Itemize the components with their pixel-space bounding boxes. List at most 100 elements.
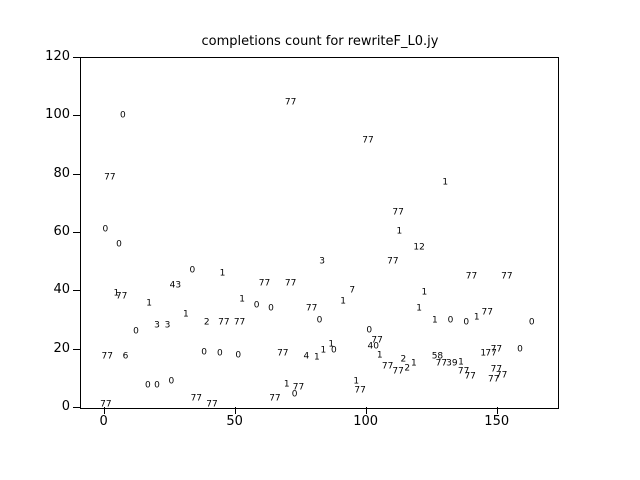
data-point-label: 0 xyxy=(291,389,298,400)
x-tick-mark xyxy=(234,407,236,414)
y-tick-label: 0 xyxy=(61,399,70,414)
data-point-label: 77 xyxy=(101,351,113,362)
x-tick-mark xyxy=(103,407,105,414)
data-point-label: 1 xyxy=(113,288,120,299)
data-point-label: 77 xyxy=(387,256,399,267)
data-point-label: 77 xyxy=(485,348,497,359)
y-tick-mark xyxy=(73,173,80,175)
data-point-label: 43 xyxy=(169,280,182,290)
data-point-label: 0 xyxy=(154,380,160,391)
data-point-label: 77 xyxy=(457,366,470,377)
x-tick-label: 0 xyxy=(99,414,108,429)
data-point-label: 0 xyxy=(168,376,175,387)
y-tick-mark xyxy=(73,57,80,58)
data-point-label: 4 xyxy=(303,351,310,362)
data-point-label: 77 xyxy=(381,361,394,372)
data-point-label: 0 xyxy=(217,348,223,359)
data-point-label: 1 xyxy=(376,350,383,360)
data-point-label: 0 xyxy=(133,326,139,337)
data-point-label: 77 xyxy=(277,348,289,359)
data-point-label: 0 xyxy=(268,303,274,314)
data-point-label: 77 xyxy=(284,278,297,289)
data-point-label: 3 xyxy=(154,320,160,331)
data-point-label: 77 xyxy=(490,344,503,355)
data-point-label: 1 xyxy=(328,339,335,350)
data-point-label: 2 xyxy=(400,354,407,365)
x-tick-label: 50 xyxy=(226,414,243,429)
data-point-label: 1 xyxy=(353,376,360,387)
data-point-label: 0 xyxy=(253,300,260,311)
data-point-label: 40 xyxy=(367,341,379,352)
x-tick-label: 150 xyxy=(484,414,510,429)
data-point-label: 0 xyxy=(528,317,535,328)
data-point-label: 1 xyxy=(458,357,464,368)
y-tick-label: 120 xyxy=(45,49,70,64)
data-point-label: 1 xyxy=(283,379,290,390)
data-point-label: 7 xyxy=(349,285,356,296)
data-point-label: 1 xyxy=(219,268,226,279)
data-point-label: 77 xyxy=(305,303,318,314)
data-point-label: 1 xyxy=(239,294,246,305)
data-point-label: 0 xyxy=(144,380,151,391)
data-point-label: 0 xyxy=(189,265,196,276)
data-point-label: 0 xyxy=(201,347,208,358)
data-point-label: 0 xyxy=(463,317,470,328)
data-point-label: 1 xyxy=(340,296,346,307)
data-point-label: 1 xyxy=(146,298,153,309)
y-tick-label: 40 xyxy=(53,282,70,298)
data-point-label: 2 xyxy=(404,363,411,374)
data-point-label: 77 xyxy=(354,385,366,395)
data-point-label: 77 xyxy=(392,366,404,377)
data-point-label: 77 xyxy=(465,271,478,282)
y-tick-mark xyxy=(73,290,80,292)
plot-area: 0 77 77 77 1 0 77 0 6 0 0 1 0 3 3 0 43 1 0 77 0 2 77 0 1 77 0 77 1 0 7… xyxy=(80,57,559,409)
data-point-label: 77 xyxy=(115,291,128,302)
data-point-label: 77 xyxy=(206,399,218,410)
data-point-label: 0 xyxy=(235,350,242,360)
data-point-label: 77 xyxy=(392,207,404,218)
data-point-label: 77 xyxy=(495,370,508,381)
data-point-label: 77 xyxy=(501,271,513,282)
data-point-label: 77 xyxy=(362,135,374,146)
data-point-label: 1 xyxy=(442,177,449,188)
data-point-label: 1 xyxy=(473,312,480,323)
x-tick-mark xyxy=(496,407,498,414)
data-point-label: 0 xyxy=(331,345,337,356)
data-point-label: 1 xyxy=(421,287,428,298)
data-point-label: 1 xyxy=(410,358,417,369)
data-point-label: 77 xyxy=(233,317,246,328)
data-point-label: 39 xyxy=(446,358,458,369)
y-tick-label: 100 xyxy=(45,107,70,123)
data-point-label: 77 xyxy=(190,393,203,404)
data-point-label: 2 xyxy=(203,317,210,328)
data-point-label: 1 xyxy=(314,352,320,363)
data-point-label: 0 xyxy=(102,224,109,235)
y-tick-mark xyxy=(73,348,80,350)
data-point-label: 0 xyxy=(366,325,373,336)
data-point-label: 77 xyxy=(100,399,112,410)
y-tick-mark xyxy=(73,232,80,233)
data-point-label: 77 xyxy=(371,335,383,346)
data-point-label: 1 xyxy=(480,348,487,359)
data-point-label: 0 xyxy=(316,315,323,325)
y-tick-mark xyxy=(73,407,80,408)
data-point-label: 77 xyxy=(435,358,448,369)
data-point-label: 77 xyxy=(488,374,500,385)
data-point-label: 77 xyxy=(258,278,271,289)
data-point-label: 1 xyxy=(320,345,327,356)
chart-title: completions count for rewriteF_L0.jy xyxy=(201,34,439,49)
data-point-label: 12 xyxy=(413,242,425,253)
data-point-label: 0 xyxy=(116,239,122,250)
data-point-label: 0 xyxy=(517,344,523,355)
y-tick-label: 60 xyxy=(53,224,70,239)
data-point-label: 0 xyxy=(120,110,126,121)
data-point-label: 77 xyxy=(481,307,493,318)
data-point-label: 3 xyxy=(164,320,171,331)
x-tick-label: 100 xyxy=(353,414,379,429)
data-point-label: 1 xyxy=(431,315,438,325)
y-tick-label: 80 xyxy=(53,165,70,181)
data-point-label: 77 xyxy=(218,317,230,328)
data-point-label: 77 xyxy=(292,382,305,393)
data-point-label: 77 xyxy=(284,97,297,108)
